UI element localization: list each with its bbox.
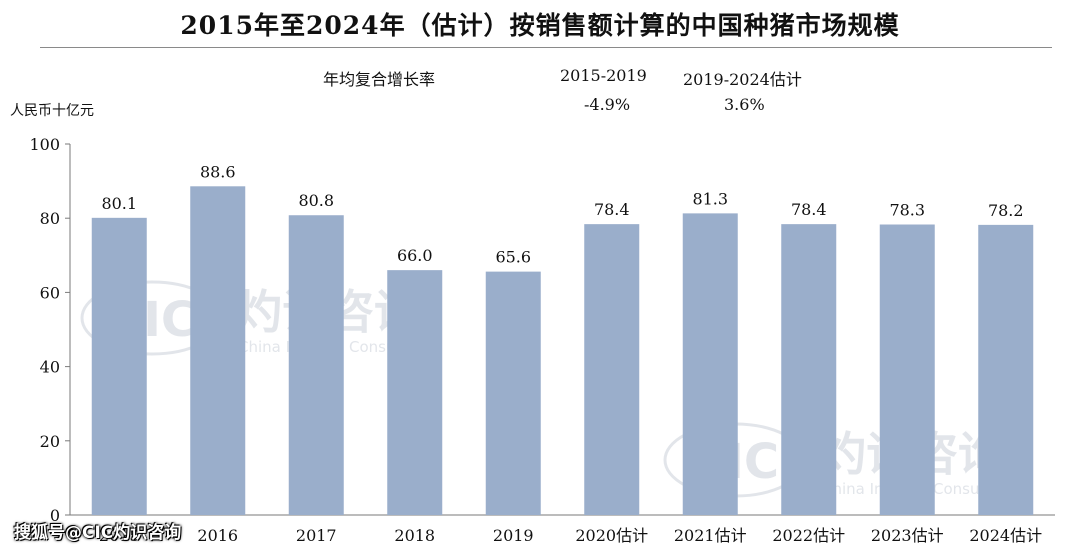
x-tick-label: 2024估计 [969,526,1042,545]
bar-2023估计 [879,224,935,515]
value-label: 78.4 [791,200,827,219]
footer-credit: 搜狐号@CIC灼识咨询 [14,523,182,543]
y-tick-label: 100 [29,135,60,154]
y-axis: 0 20 40 60 80 100 [29,135,70,525]
y-tick-label: 60 [40,283,60,302]
bar-2019 [485,271,541,515]
bar-2021估计 [682,213,738,515]
value-label: 66.0 [397,246,433,265]
cagr-value-1: -4.9% [584,95,631,114]
value-label: 80.1 [101,194,137,213]
value-label: 80.8 [298,191,334,210]
value-label: 88.6 [200,162,236,181]
x-tick-label: 2019 [493,526,534,545]
cagr-period-1: 2015-2019 [560,66,647,85]
x-axis: 2015 2016 2017 2018 2019 2020估计 2021估计 2022估计 20… [99,526,1042,545]
cagr-label: 年均复合增长率 [323,70,436,89]
cagr-period-2: 2019-2024估计 [683,70,802,89]
x-tick-label: 2021估计 [674,526,747,545]
y-tick-label: 80 [40,209,60,228]
x-tick-label: 2022估计 [772,526,845,545]
bar-2024估计 [978,224,1034,516]
x-tick-label: 2023估计 [871,526,944,545]
x-tick-label: 2017 [296,526,337,545]
y-tick-label: 0 [50,506,60,525]
x-tick-label: 2016 [197,526,238,545]
title-divider [40,47,1052,48]
y-axis-label: 人民币十亿元 [10,103,94,119]
bar-2015 [91,217,147,516]
chart-title: 2015年至2024年（估计）按销售额计算的中国种猪市场规模 [180,11,900,40]
bar-2016 [190,186,246,515]
value-label: 78.3 [889,201,925,220]
y-tick-label: 20 [40,432,60,451]
value-label: 78.2 [988,201,1024,220]
bar-2018 [387,270,443,515]
y-tick-label: 40 [40,358,60,377]
value-labels: 80.1 88.6 80.8 66.0 65.6 78.4 81.3 78.4 78.3 78.2 [101,162,1023,266]
bar-2017 [288,215,344,515]
value-label: 65.6 [495,248,531,267]
cagr-value-2: 3.6% [724,95,765,114]
bars [91,186,1034,516]
bar-2020估计 [584,224,640,516]
value-label: 78.4 [594,200,630,219]
value-label: 81.3 [692,189,728,208]
bar-2022估计 [781,224,837,516]
x-tick-label: 2018 [394,526,435,545]
x-tick-label: 2015 [99,526,140,545]
x-tick-label: 2020估计 [575,526,648,545]
